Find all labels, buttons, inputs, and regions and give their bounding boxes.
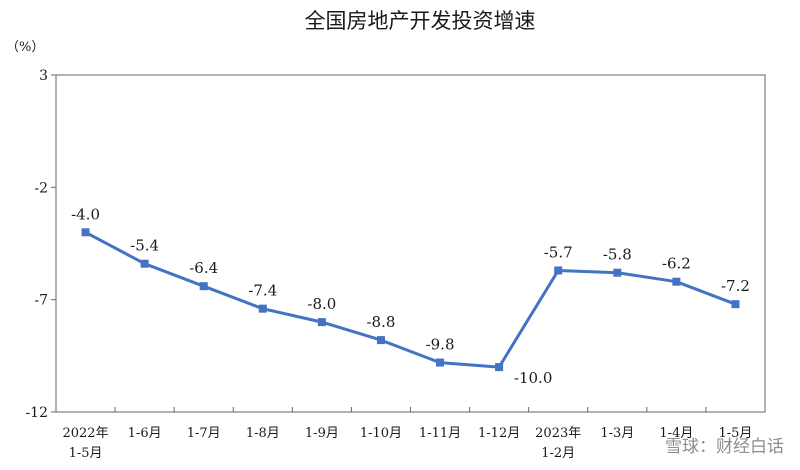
y-tick-label: -7 — [34, 293, 48, 309]
x-tick-label-line: 1-6月 — [128, 426, 162, 441]
y-axis-unit-label: （%） — [6, 40, 44, 55]
chart-title: 全国房地产开发投资增速 — [305, 9, 536, 33]
x-tick-label-line: 1-4月 — [659, 426, 693, 441]
data-label: -8.8 — [366, 313, 395, 331]
plot-area-frame — [55, 74, 766, 413]
data-point-marker — [436, 358, 445, 367]
x-tick-label: 1-11月 — [419, 426, 461, 441]
x-tick-label: 2023年 1-2月 — [535, 426, 581, 461]
data-point-marker — [495, 363, 504, 372]
x-tick-label-line: 1-7月 — [187, 426, 221, 441]
y-tick-label: -12 — [25, 405, 48, 421]
x-tick-label-line: 1-11月 — [419, 426, 461, 441]
data-label: -8.0 — [307, 295, 336, 313]
data-label: -7.2 — [721, 277, 750, 295]
data-point-marker — [317, 318, 326, 327]
data-series — [81, 228, 740, 372]
x-tick-label: 1-6月 — [128, 426, 162, 441]
x-tick-label-line: 1-9月 — [305, 426, 339, 441]
data-labels: -4.0 -5.4 -6.4 -7.4 -8.0 -8.8 -9.8 -10.0 -5.7 -5.… — [71, 205, 750, 387]
data-point-marker — [731, 300, 740, 309]
x-tick-label: 2022年 1-5月 — [62, 426, 108, 461]
x-tick-label-line: 2023年 — [535, 426, 581, 441]
x-tick-label: 1-9月 — [305, 426, 339, 441]
data-label: -6.4 — [189, 259, 218, 277]
data-point-marker — [81, 228, 90, 237]
x-tick-label-line: 1-3月 — [600, 426, 634, 441]
x-tick-label: 1-10月 — [360, 426, 402, 441]
data-point-marker — [554, 266, 563, 275]
data-label: -5.7 — [544, 243, 573, 261]
x-tick-label-line: 1-5月 — [718, 426, 752, 441]
watermark-text: 雪球：财经白话 — [665, 437, 784, 457]
x-tick-label-line: 2022年 — [62, 426, 108, 441]
data-point-marker — [672, 277, 681, 286]
x-tick-label-line: 1-12月 — [478, 426, 520, 441]
data-label: -4.0 — [71, 205, 100, 223]
series-line — [84, 230, 737, 369]
x-tick-label: 1-3月 — [600, 426, 634, 441]
data-point-marker — [140, 259, 149, 268]
x-tick-label: 1-8月 — [246, 426, 280, 441]
x-tick-label: 1-7月 — [187, 426, 221, 441]
x-axis: 2022年 1-5月 1-6月 1-7月 1-8月 1-9月 1-10月 1-11月 1-12月… — [62, 407, 752, 461]
data-point-marker — [613, 268, 622, 277]
x-tick-label: 1-12月 — [478, 426, 520, 441]
data-point-marker — [199, 282, 208, 291]
x-tick-label-line: 1-2月 — [541, 446, 575, 461]
x-tick-label: 1-4月 — [659, 426, 693, 441]
y-tick-label: 3 — [39, 68, 48, 84]
data-label: -6.2 — [662, 255, 691, 273]
data-label: -5.4 — [130, 237, 159, 255]
data-label: -5.8 — [603, 246, 632, 264]
y-tick-label: -2 — [34, 180, 48, 196]
data-point-marker — [376, 336, 385, 345]
data-label: -9.8 — [426, 336, 455, 354]
y-axis: 3 -2 -7 -12 — [25, 68, 56, 421]
x-tick-label: 1-5月 — [718, 426, 752, 441]
data-label: -10.0 — [514, 369, 552, 387]
data-label: -7.4 — [248, 282, 277, 300]
data-point-marker — [258, 304, 267, 313]
x-tick-label-line: 1-5月 — [69, 446, 103, 461]
x-tick-label-line: 1-8月 — [246, 426, 280, 441]
x-tick-label-line: 1-10月 — [360, 426, 402, 441]
